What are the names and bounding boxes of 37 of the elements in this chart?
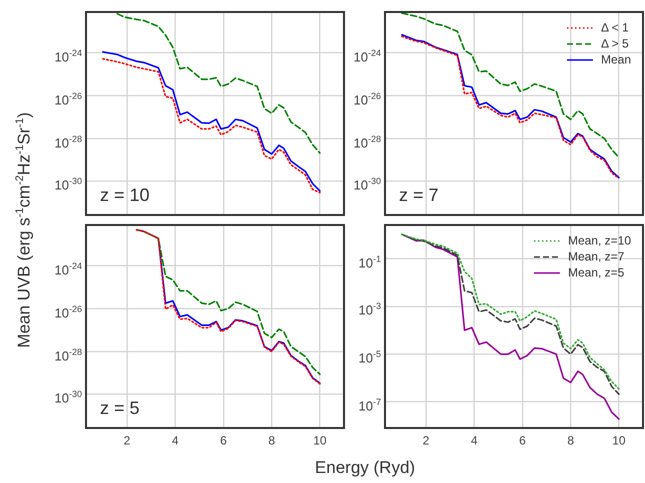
x-tick-label: 4 (470, 434, 478, 448)
legend-label: Mean, z=10 (568, 233, 632, 248)
y-tick-label: 10$^{-24}$ (352, 46, 381, 64)
legend-label: Δ > 5 (600, 36, 630, 50)
legend-label: Mean, z=5 (568, 265, 625, 280)
x-tick-label: 10 (313, 434, 327, 448)
y-tick-label: 10$^{-24}$ (54, 46, 82, 64)
y-tick-label: 10$^{-3}$ (358, 300, 381, 318)
legend-label: Mean (600, 52, 632, 66)
line-series (116, 12, 321, 154)
x-tick-label: 8 (268, 434, 276, 448)
y-tick-label: 10$^{-28}$ (352, 132, 381, 150)
y-tick-label: 10$^{-30}$ (54, 388, 82, 406)
x-tick-label: 6 (220, 434, 228, 448)
y-tick-label: 10$^{-30}$ (352, 175, 381, 193)
annotation: z = 7 (399, 185, 439, 206)
x-axis-title: Energy (Ryd) (314, 458, 416, 478)
x-tick-label: 2 (422, 434, 430, 448)
y-tick-label: 10$^{-5}$ (358, 348, 381, 366)
x-tick-label: 4 (172, 434, 179, 448)
y-tick-label: 10$^{-26}$ (54, 90, 82, 107)
y-tick-label: 10$^{-26}$ (54, 302, 82, 320)
y-tick-label: 10$^{-26}$ (352, 90, 381, 107)
y-tick-label: 10$^{-30}$ (54, 175, 82, 193)
legend-label: Mean, z=7 (568, 249, 625, 264)
annotation: z = 5 (100, 398, 140, 419)
x-tick-label: 10 (612, 434, 626, 448)
legend-label: Δ < 1 (600, 20, 630, 34)
y-tick-label: 10$^{-28}$ (54, 132, 82, 150)
x-tick-label: 2 (124, 434, 131, 448)
y-tick-label: 10$^{-7}$ (358, 396, 381, 414)
x-tick-label: 6 (519, 434, 526, 448)
annotation: z = 10 (100, 185, 150, 206)
y-tick-label: 10$^{-24}$ (54, 260, 82, 278)
y-tick-label: 10$^{-28}$ (54, 346, 82, 363)
x-tick-label: 8 (567, 434, 574, 448)
y-tick-label: 10$^{-1}$ (358, 252, 381, 270)
